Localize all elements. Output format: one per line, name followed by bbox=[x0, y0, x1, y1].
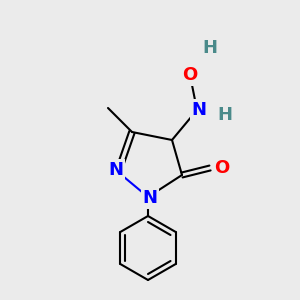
Text: N: N bbox=[142, 189, 158, 207]
Text: N: N bbox=[109, 161, 124, 179]
Text: N: N bbox=[191, 101, 206, 119]
Text: H: H bbox=[202, 39, 217, 57]
Text: H: H bbox=[218, 106, 232, 124]
Text: O: O bbox=[182, 66, 198, 84]
Text: O: O bbox=[214, 159, 230, 177]
